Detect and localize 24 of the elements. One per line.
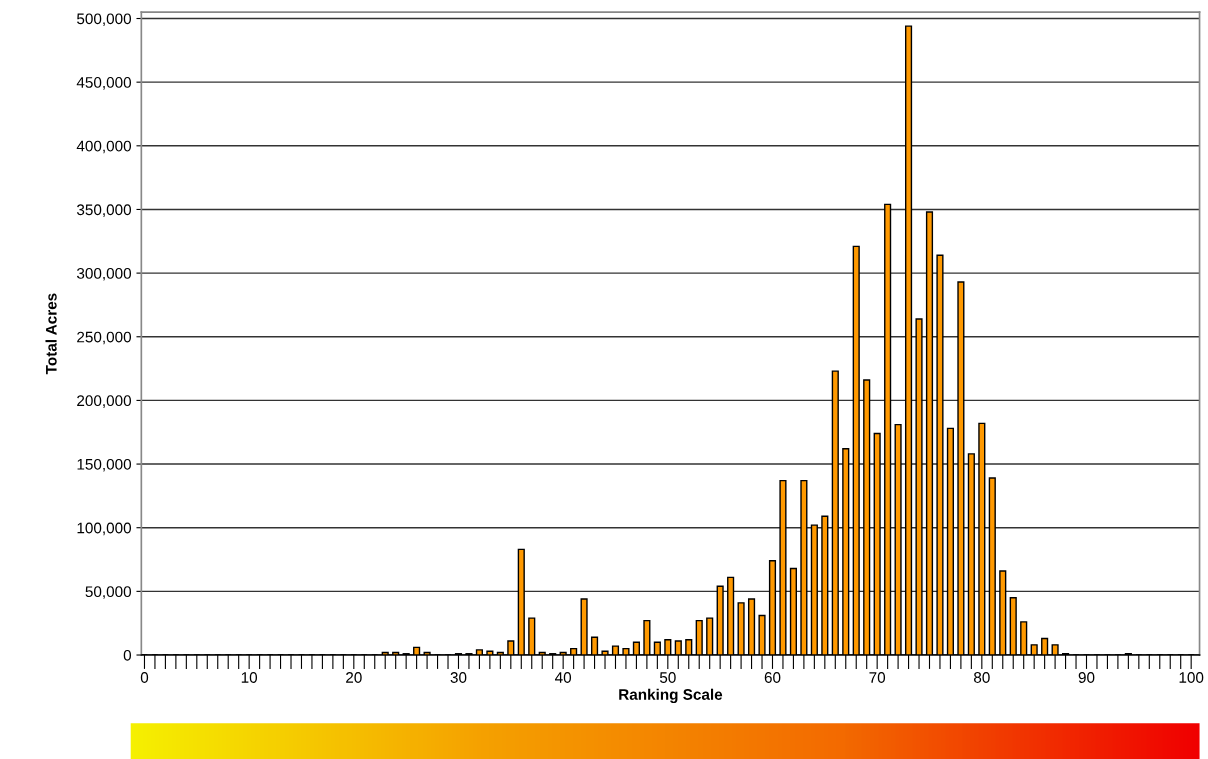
x-tick-label: 90 (1078, 672, 1095, 683)
y-axis-title: Total Acres (45, 293, 57, 375)
x-axis-title: Ranking Scale (619, 688, 723, 704)
x-tick-label: 30 (450, 672, 467, 683)
x-tick-label: 100 (1179, 672, 1204, 683)
x-tick-label: 0 (140, 672, 149, 683)
y-tick-label: 400,000 (76, 140, 132, 154)
x-tick-label: 50 (659, 672, 676, 683)
x-tick-label: 70 (869, 672, 886, 683)
y-tick-label: 100,000 (77, 522, 132, 536)
y-tick-label: 300,000 (76, 267, 132, 281)
x-tick-label: 20 (346, 672, 362, 683)
y-tick-label: 200,000 (77, 395, 132, 408)
y-tick-label: 450,000 (76, 77, 132, 90)
x-tick-label: 40 (555, 672, 572, 683)
x-tick-label: 80 (974, 672, 990, 683)
y-tick-label: 0 (123, 649, 132, 661)
y-tick-label: 500,000 (77, 13, 132, 26)
x-tick-label: 10 (241, 672, 258, 683)
y-tick-label: 150,000 (77, 458, 132, 472)
x-tick-label: 60 (764, 672, 781, 683)
y-tick-label: 50,000 (85, 586, 132, 599)
y-tick-label: 350,000 (76, 204, 132, 217)
y-tick-label: 250,000 (77, 331, 132, 345)
